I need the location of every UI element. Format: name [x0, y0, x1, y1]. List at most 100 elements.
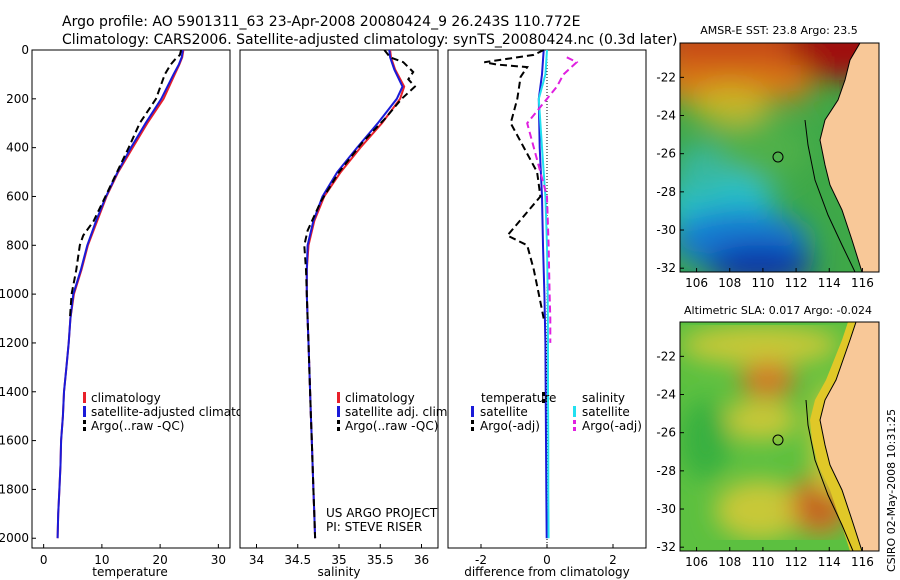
- legend-label-temp-satellite: satellite: [480, 405, 528, 419]
- sla-land: [820, 322, 879, 551]
- temperature-panel: 0 200 400 600 800 1000 1200 1400 1600 1800 2000 0 1…: [0, 43, 269, 579]
- temperature-axes-frame: [31, 49, 231, 549]
- y-tick-label: 800: [6, 238, 29, 252]
- difference-xlabel: difference from climatology: [464, 565, 630, 579]
- legend-label-climatology: climatology: [91, 391, 161, 405]
- sst-map: AMSR-E SST: 23.8 Argo: 23.5 106 108 110 112…: [656, 24, 880, 290]
- map-y-tick-label: -32: [656, 540, 676, 554]
- legend-label-satellite: satellite-adjusted climatology: [91, 405, 269, 419]
- map-y-tick-label: -30: [656, 502, 676, 516]
- salinity-series: [303, 49, 417, 539]
- sst-land: [820, 43, 879, 272]
- map-x-tick-label: 106: [685, 555, 708, 569]
- difference-panel: -2 0 2 difference from climatology tempera…: [447, 49, 647, 579]
- sla-field: [680, 322, 879, 551]
- map-y-tick-label: -22: [656, 349, 676, 363]
- sla-yellow-south: [715, 480, 805, 540]
- y-tick-label: 1600: [0, 434, 29, 448]
- title-line-2: Climatology: CARS2006. Satellite-adjuste…: [62, 32, 677, 48]
- legend-heading-salinity: salinity: [582, 391, 625, 405]
- series-line-temperature-argo-adj-: [484, 49, 545, 319]
- series-line-satellite-adjusted-climatology: [56, 49, 184, 539]
- title-line-1: Argo profile: AO 5901311_63 23-Apr-2008 …: [62, 14, 581, 30]
- temperature-xlabel: temperature: [92, 565, 167, 579]
- series-line-salinity-argo-adj-: [526, 56, 579, 343]
- map-x-tick-label: 114: [818, 555, 841, 569]
- csiro-timestamp: CSIRO 02-May-2008 10:31:25: [885, 409, 898, 572]
- map-y-tick-label: -24: [656, 388, 676, 402]
- salinity-panel: 34 34.5 35 35.5 36 salinity climatology sate…: [239, 49, 451, 579]
- difference-series: [484, 49, 579, 539]
- series-line-argo-raw-qc-: [68, 49, 183, 319]
- sla-orange-patch-north: [740, 362, 796, 398]
- sst-coastline: [819, 43, 863, 272]
- legend-swatch-sal-satellite: [573, 406, 576, 417]
- y-tick-label: 400: [6, 141, 29, 155]
- y-tick-label: 1800: [0, 482, 29, 496]
- difference-legend: temperature satellite Argo(-adj) salinit…: [471, 391, 642, 433]
- salinity-xticks: 34 34.5 35 35.5 36: [249, 544, 429, 567]
- legend-swatch-heading-gap: [542, 392, 545, 396]
- sla-coastline: [819, 322, 863, 551]
- sst-yellow-patch: [690, 87, 770, 123]
- sla-yellow-band-north: [680, 325, 840, 365]
- sla-argo-position-marker: [772, 434, 784, 446]
- sla-shelf-contour: [805, 399, 854, 551]
- salinity-xlabel: salinity: [317, 565, 360, 579]
- legend-heading-temperature: temperature: [481, 391, 556, 405]
- map-y-tick-label: -30: [656, 223, 676, 237]
- y-tick-label: 1400: [0, 385, 29, 399]
- x-tick-label: 36: [414, 553, 429, 567]
- legend-swatch-temp-argo-bottom: [471, 427, 474, 431]
- map-x-tick-label: 108: [718, 276, 741, 290]
- sst-map-xticks: 106 108 110 112 114 116: [685, 268, 874, 290]
- sst-deep-blue-patch: [705, 245, 815, 272]
- y-tick-label: 600: [6, 189, 29, 203]
- legend-swatch-climatology: [337, 392, 340, 403]
- legend-label-climatology: climatology: [345, 391, 415, 405]
- temperature-series: [56, 49, 185, 539]
- sst-argo-position-marker: [772, 151, 784, 163]
- legend-label-sal-argo: Argo(-adj): [582, 419, 642, 433]
- difference-xticks: -2 0 2: [475, 544, 617, 567]
- map-y-tick-label: -26: [656, 147, 676, 161]
- sla-yellow-patch-mid: [722, 400, 798, 440]
- series-line-salinity-satellite: [537, 49, 550, 539]
- x-tick-label: 35.5: [367, 553, 394, 567]
- map-x-tick-label: 108: [718, 555, 741, 569]
- legend-swatch-argo-bottom: [337, 427, 340, 431]
- legend-swatch-temp-satellite: [471, 406, 474, 417]
- map-y-tick-label: -28: [656, 185, 676, 199]
- sst-map-yticks: -22 -24 -26 -28 -30 -32: [656, 70, 684, 275]
- legend-swatch-argo-top: [83, 420, 86, 424]
- sla-map-xticks: 106 108 110 112 114 116: [685, 547, 874, 569]
- legend-label-argo: Argo(..raw -QC): [91, 419, 184, 433]
- temperature-xticks: 0 10 20 30: [40, 544, 226, 567]
- legend-swatch-satellite: [83, 406, 86, 417]
- project-annotation: US ARGO PROJECT: [326, 506, 438, 520]
- legend-swatch-sal-argo-top: [573, 420, 576, 424]
- x-tick-label: 0: [40, 553, 48, 567]
- y-tick-label: 1000: [0, 287, 29, 301]
- legend-swatch-temp-argo-top: [471, 420, 474, 424]
- map-y-tick-label: -22: [656, 70, 676, 84]
- map-x-tick-label: 106: [685, 276, 708, 290]
- map-x-tick-label: 116: [851, 555, 874, 569]
- x-tick-label: 0: [543, 553, 551, 567]
- sst-color-blobs: [680, 43, 879, 272]
- x-tick-label: 20: [152, 553, 167, 567]
- legend-label-sal-satellite: satellite: [582, 405, 630, 419]
- sst-shelf-contour: [804, 119, 856, 272]
- x-tick-label: 10: [94, 553, 109, 567]
- x-tick-label: 34.5: [284, 553, 311, 567]
- sla-map-title: Altimetric SLA: 0.017 Argo: -0.024: [684, 304, 872, 317]
- salinity-legend: climatology satellite adj. clim. Argo(..…: [337, 391, 451, 433]
- x-tick-label: 2: [609, 553, 617, 567]
- sla-coastal-strip: [810, 322, 862, 551]
- sst-teal-patch: [680, 145, 725, 195]
- map-x-tick-label: 112: [785, 276, 808, 290]
- legend-swatch-argo-bottom: [83, 427, 86, 431]
- legend-swatch-sal-argo-bottom: [573, 427, 576, 431]
- map-y-tick-label: -26: [656, 426, 676, 440]
